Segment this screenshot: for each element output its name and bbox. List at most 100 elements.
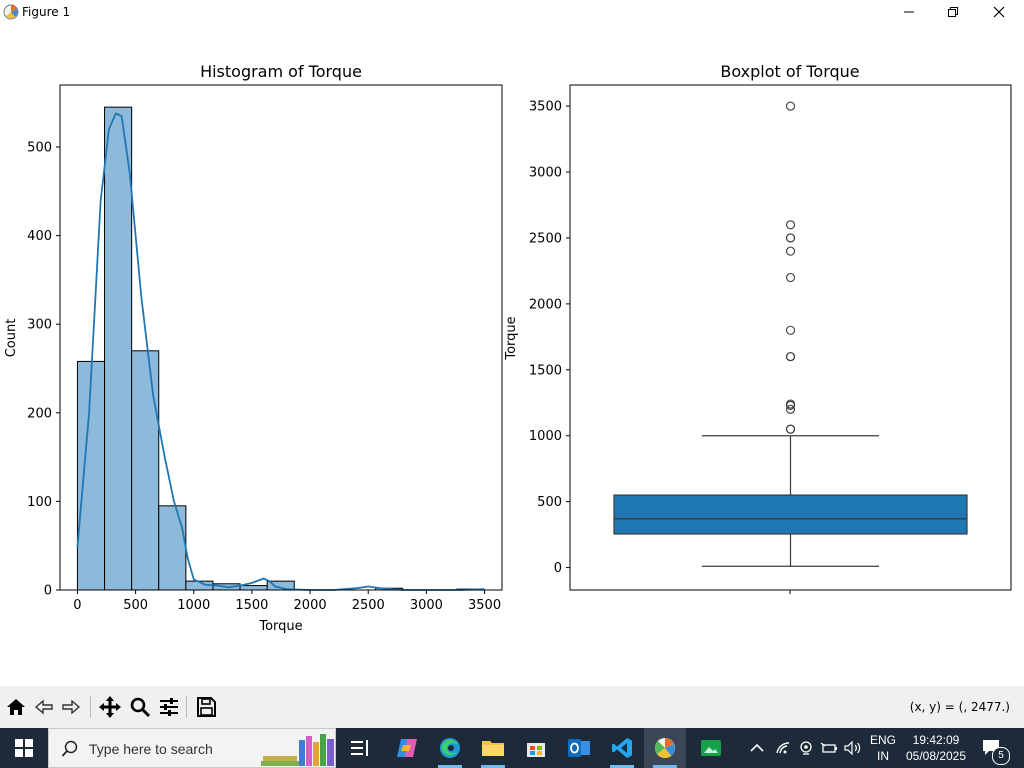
histogram-bar (158, 505, 187, 591)
boxplot-box (613, 494, 968, 535)
toolbar-separator (90, 696, 91, 718)
taskbar-matplotlib-figure[interactable] (644, 728, 686, 768)
task-view-icon (351, 740, 368, 756)
histogram-bar (104, 106, 133, 591)
floppy-disk-icon (197, 697, 216, 717)
boxplot-outlier (785, 352, 796, 362)
home-button[interactable] (3, 694, 29, 720)
search-icon (61, 740, 78, 757)
minimize-button[interactable] (886, 0, 932, 24)
boxplot-ytick-label: 1500 (529, 363, 562, 378)
boxplot-outlier (785, 399, 796, 409)
books-illustration-icon (261, 734, 334, 766)
store-bag-icon (527, 743, 545, 757)
pan-move-icon (99, 696, 121, 718)
histogram-xtick-label: 1000 (177, 598, 210, 613)
forward-button[interactable] (58, 694, 84, 720)
copilot-icon (397, 739, 417, 757)
boxplot-outlier (785, 246, 796, 256)
vscode-icon (612, 738, 632, 758)
toolbar-separator (186, 696, 187, 718)
region-code: IN (876, 749, 889, 763)
taskbar-edge[interactable] (429, 728, 471, 768)
windows-logo-icon (15, 739, 33, 757)
configure-subplots-button[interactable] (156, 694, 182, 720)
restore-button[interactable] (930, 0, 976, 24)
boxplot-outlier (785, 220, 796, 230)
restore-icon (948, 7, 958, 17)
back-button[interactable] (31, 694, 57, 720)
taskbar-search-box[interactable]: Type here to search (48, 728, 336, 768)
cursor-coordinates: (x, y) = (, 2477.) (909, 700, 1010, 714)
clock[interactable]: 19:42:09 05/08/2025 (902, 728, 970, 768)
histogram-xtick-label: 2500 (352, 598, 385, 613)
folder-icon (482, 741, 504, 756)
matplotlib-app-icon (655, 738, 675, 758)
battery-plug-icon (820, 742, 837, 753)
histogram-xtick-label: 1500 (235, 598, 268, 613)
webcam-icon (800, 741, 812, 755)
sliders-icon (160, 698, 178, 716)
boxplot-outlier (785, 404, 796, 414)
volume-tray-button[interactable] (842, 728, 864, 768)
histogram-xtick-label: 2000 (294, 598, 327, 613)
window-title: Figure 1 (22, 5, 71, 19)
histogram-xtick-label: 500 (123, 598, 148, 613)
close-icon (993, 6, 1005, 18)
outlook-mail-icon (568, 739, 590, 757)
zoom-button[interactable] (127, 694, 153, 720)
boxplot-axes: Boxplot of Torque 0 500 1000 1500 2000 2500 30… (504, 62, 1012, 594)
histogram-bar (131, 350, 160, 591)
histogram-ytick-label: 400 (27, 229, 52, 244)
taskbar-task-view[interactable] (339, 728, 381, 768)
boxplot-ytick-label: 500 (537, 495, 562, 510)
boxplot-ytick-label: 3000 (529, 166, 562, 181)
back-arrow-icon (34, 699, 53, 715)
clock-text: 19:42:09 05/08/2025 (906, 732, 966, 764)
wifi-icon (776, 742, 790, 754)
taskbar-file-explorer[interactable] (472, 728, 514, 768)
camera-tray-button[interactable] (796, 728, 816, 768)
histogram-ytick-label: 300 (27, 318, 52, 333)
speaker-icon (844, 741, 861, 755)
show-hidden-icons-button[interactable] (745, 728, 769, 768)
green-photo-app-icon (701, 740, 721, 756)
edge-browser-icon (440, 738, 460, 758)
network-tray-button[interactable] (772, 728, 794, 768)
histogram-frame (59, 84, 503, 591)
taskbar-running-indicator (653, 765, 677, 768)
language-indicator[interactable]: ENG IN (866, 728, 900, 768)
clock-date: 05/08/2025 (905, 749, 967, 763)
boxplot-outlier (785, 101, 796, 111)
language-text: ENG IN (870, 732, 896, 764)
close-button[interactable] (976, 0, 1022, 24)
start-button[interactable] (0, 728, 48, 768)
histogram-xlabel: Torque (258, 619, 302, 634)
taskbar-store[interactable] (515, 728, 557, 768)
taskbar-running-indicator (438, 765, 462, 768)
boxplot-ytick-label: 0 (554, 561, 562, 576)
boxplot-ylabel: Torque (504, 316, 519, 360)
taskbar-vscode[interactable] (601, 728, 643, 768)
taskbar-copilot[interactable] (386, 728, 428, 768)
figure-canvas[interactable]: Histogram of Torque 0 500 1000 1500 2000 2500… (0, 24, 1024, 686)
histogram-ytick-label: 0 (44, 584, 52, 599)
figure-svg: Histogram of Torque 0 500 1000 1500 2000 2500… (4, 62, 1012, 634)
notification-icon (983, 740, 999, 755)
notification-center-button[interactable]: 5 (976, 728, 1010, 768)
title-bar: Figure 1 (0, 0, 1024, 24)
histogram-axes: Histogram of Torque 0 500 1000 1500 2000 2500… (4, 62, 503, 634)
boxplot-outlier (785, 424, 796, 434)
histogram-xtick-label: 3000 (410, 598, 443, 613)
boxplot-outlier (785, 233, 796, 243)
pan-button[interactable] (97, 694, 123, 720)
taskbar-outlook[interactable] (558, 728, 600, 768)
boxplot-title: Boxplot of Torque (720, 62, 859, 81)
save-figure-button[interactable] (193, 694, 219, 720)
magnifier-icon (130, 697, 151, 718)
notification-count-badge: 5 (992, 747, 1010, 765)
battery-tray-button[interactable] (818, 728, 840, 768)
taskbar-green-app[interactable] (690, 728, 732, 768)
histogram-xtick-label: 3500 (468, 598, 501, 613)
navigation-toolbar: (x, y) = (, 2477.) (0, 686, 1024, 728)
